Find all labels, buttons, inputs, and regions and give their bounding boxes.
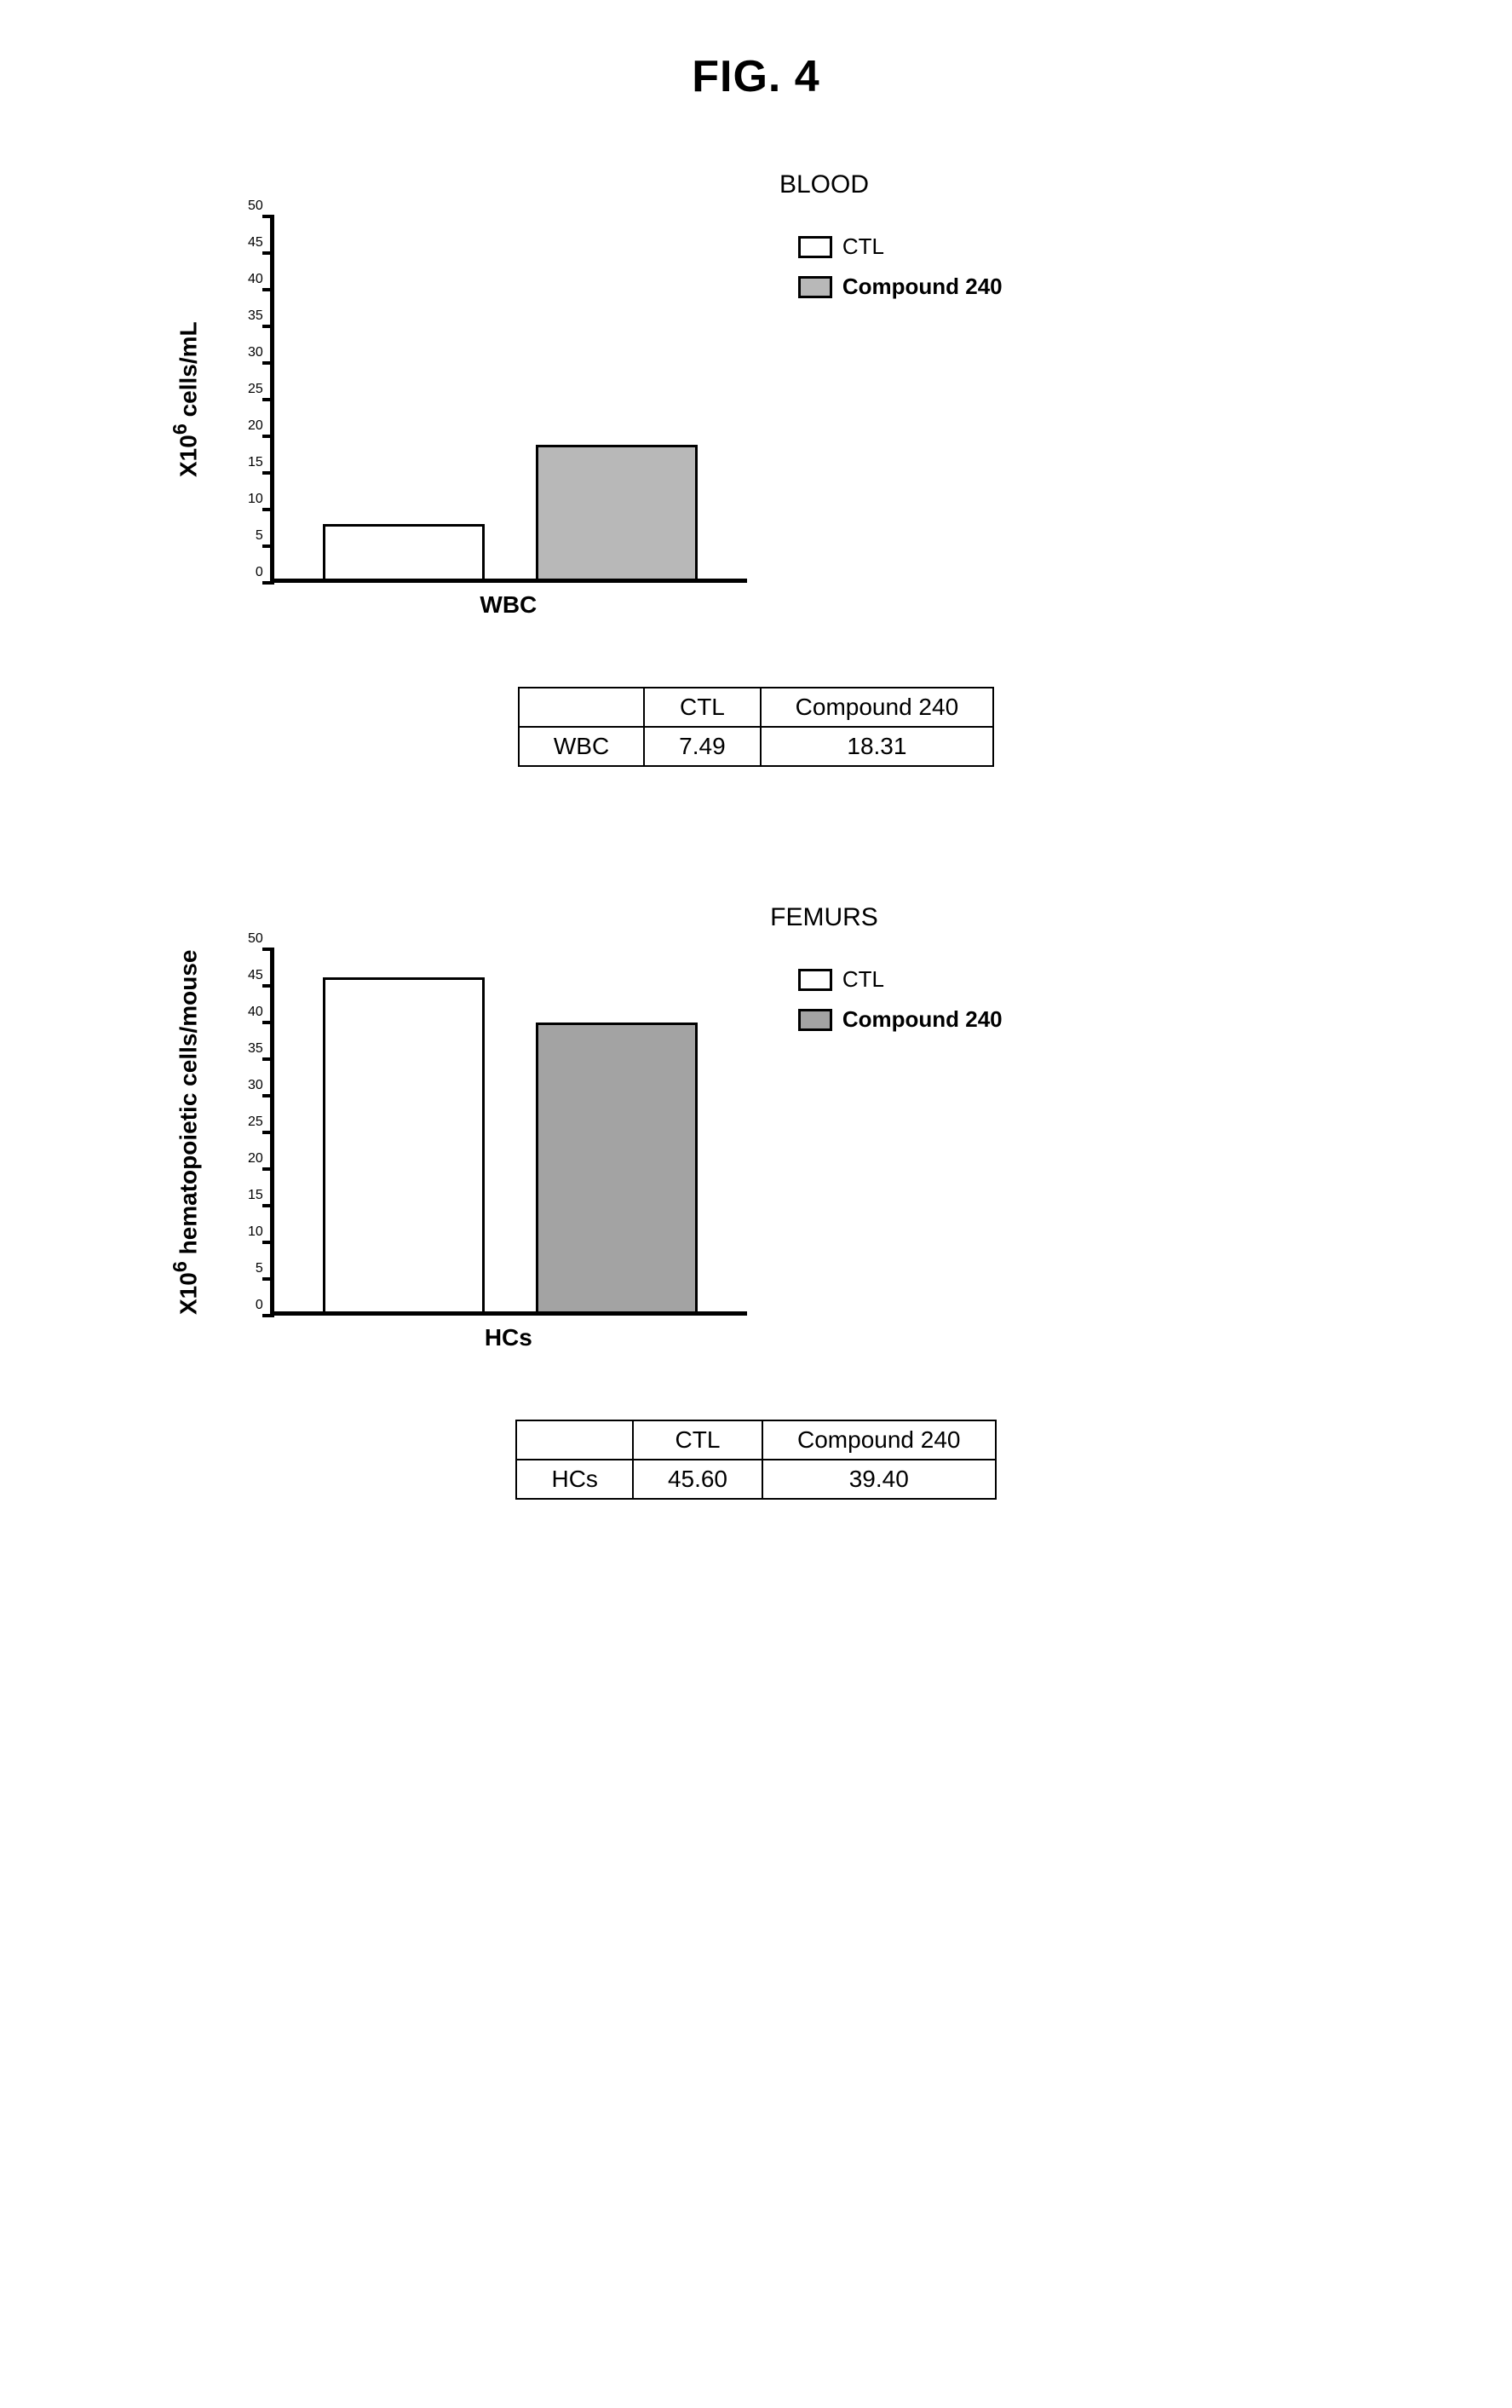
ytick-label: 10 [248,1224,263,1239]
ytick-mark [262,1204,274,1207]
ytick-mark [262,1314,274,1317]
ytick-mark [262,948,274,951]
ytick-mark [262,1021,274,1024]
ytick-mark [262,325,274,328]
legend-item: Compound 240 [798,274,1003,300]
x-category-label: HCs [270,1324,747,1351]
table-cell: 45.60 [633,1460,762,1499]
y-axis-label: X106 cells/mL [160,216,210,583]
legend: CTL Compound 240 [798,233,1003,314]
y-axis-label: X106 hematopoietic cells/mouse [160,949,210,1316]
ytick-label: 35 [248,1041,263,1056]
chart-title: BLOOD [296,170,1353,199]
ytick-label: 15 [248,1188,263,1202]
legend-label: CTL [842,966,884,993]
chart-title: FEMURS [296,903,1353,932]
ytick-mark [262,1094,274,1097]
legend: CTL Compound 240 [798,966,1003,1046]
data-table: CTLCompound 240 HCs45.6039.40 [515,1420,996,1500]
ytick-label: 15 [248,455,263,470]
figure-label: FIG. 4 [34,51,1478,102]
bar-ctl [323,524,485,579]
ytick-label: 45 [248,235,263,250]
x-category-label: WBC [270,591,747,619]
ytick-label: 40 [248,1005,263,1019]
table-cell: 7.49 [644,727,761,766]
ytick-label: 45 [248,968,263,982]
legend-item: CTL [798,233,1003,260]
table-header [516,1420,632,1460]
ytick-label: 25 [248,1115,263,1129]
ytick-mark [262,471,274,475]
ytick-label: 25 [248,382,263,396]
ytick-mark [262,288,274,291]
table-header: Compound 240 [761,688,993,727]
ytick-mark [262,435,274,438]
table-header [519,688,644,727]
ytick-mark [262,215,274,218]
ytick-label: 20 [248,1151,263,1166]
ytick-mark [262,1277,274,1281]
table-header: CTL [644,688,761,727]
ytick-mark [262,1131,274,1134]
ytick-mark [262,544,274,548]
ytick-mark [262,508,274,511]
ytick-label: 50 [248,931,263,946]
ytick-label: 5 [256,528,263,543]
ytick-label: 50 [248,199,263,213]
ytick-mark [262,361,274,365]
legend-swatch [798,969,832,991]
ytick-label: 30 [248,1078,263,1092]
legend-label: Compound 240 [842,274,1003,300]
plot-area [270,949,747,1316]
bar-ctl [323,977,485,1311]
table-cell: 39.40 [762,1460,995,1499]
ytick-label: 0 [256,565,263,579]
ytick-label: 5 [256,1261,263,1276]
ytick-label: 35 [248,308,263,323]
ytick-mark [262,984,274,988]
legend-label: CTL [842,233,884,260]
table-header: Compound 240 [762,1420,995,1460]
legend-item: CTL [798,966,1003,993]
ytick-mark [262,1057,274,1061]
table-cell: HCs [516,1460,632,1499]
legend-label: Compound 240 [842,1006,1003,1033]
ytick-label: 20 [248,418,263,433]
ytick-mark [262,251,274,255]
panel-blood: BLOOD X106 cells/mL 0 5 10 15 20 25 30 35 40 45 50… [160,170,1353,767]
table-header: CTL [633,1420,762,1460]
panel-femurs: FEMURS X106 hematopoietic cells/mouse 0 5… [160,903,1353,1500]
legend-item: Compound 240 [798,1006,1003,1033]
legend-swatch [798,1009,832,1031]
ytick-label: 10 [248,492,263,506]
ytick-label: 0 [256,1298,263,1312]
ytick-mark [262,398,274,401]
table-cell: 18.31 [761,727,993,766]
ytick-label: 30 [248,345,263,360]
ytick-mark [262,1241,274,1244]
legend-swatch [798,276,832,298]
legend-swatch [798,236,832,258]
table-cell: WBC [519,727,644,766]
ytick-mark [262,581,274,585]
ytick-mark [262,1167,274,1171]
bar-compound-240 [536,445,698,579]
bar-compound-240 [536,1023,698,1311]
plot-area [270,216,747,583]
data-table: CTLCompound 240 WBC7.4918.31 [518,687,994,767]
ytick-label: 40 [248,272,263,286]
